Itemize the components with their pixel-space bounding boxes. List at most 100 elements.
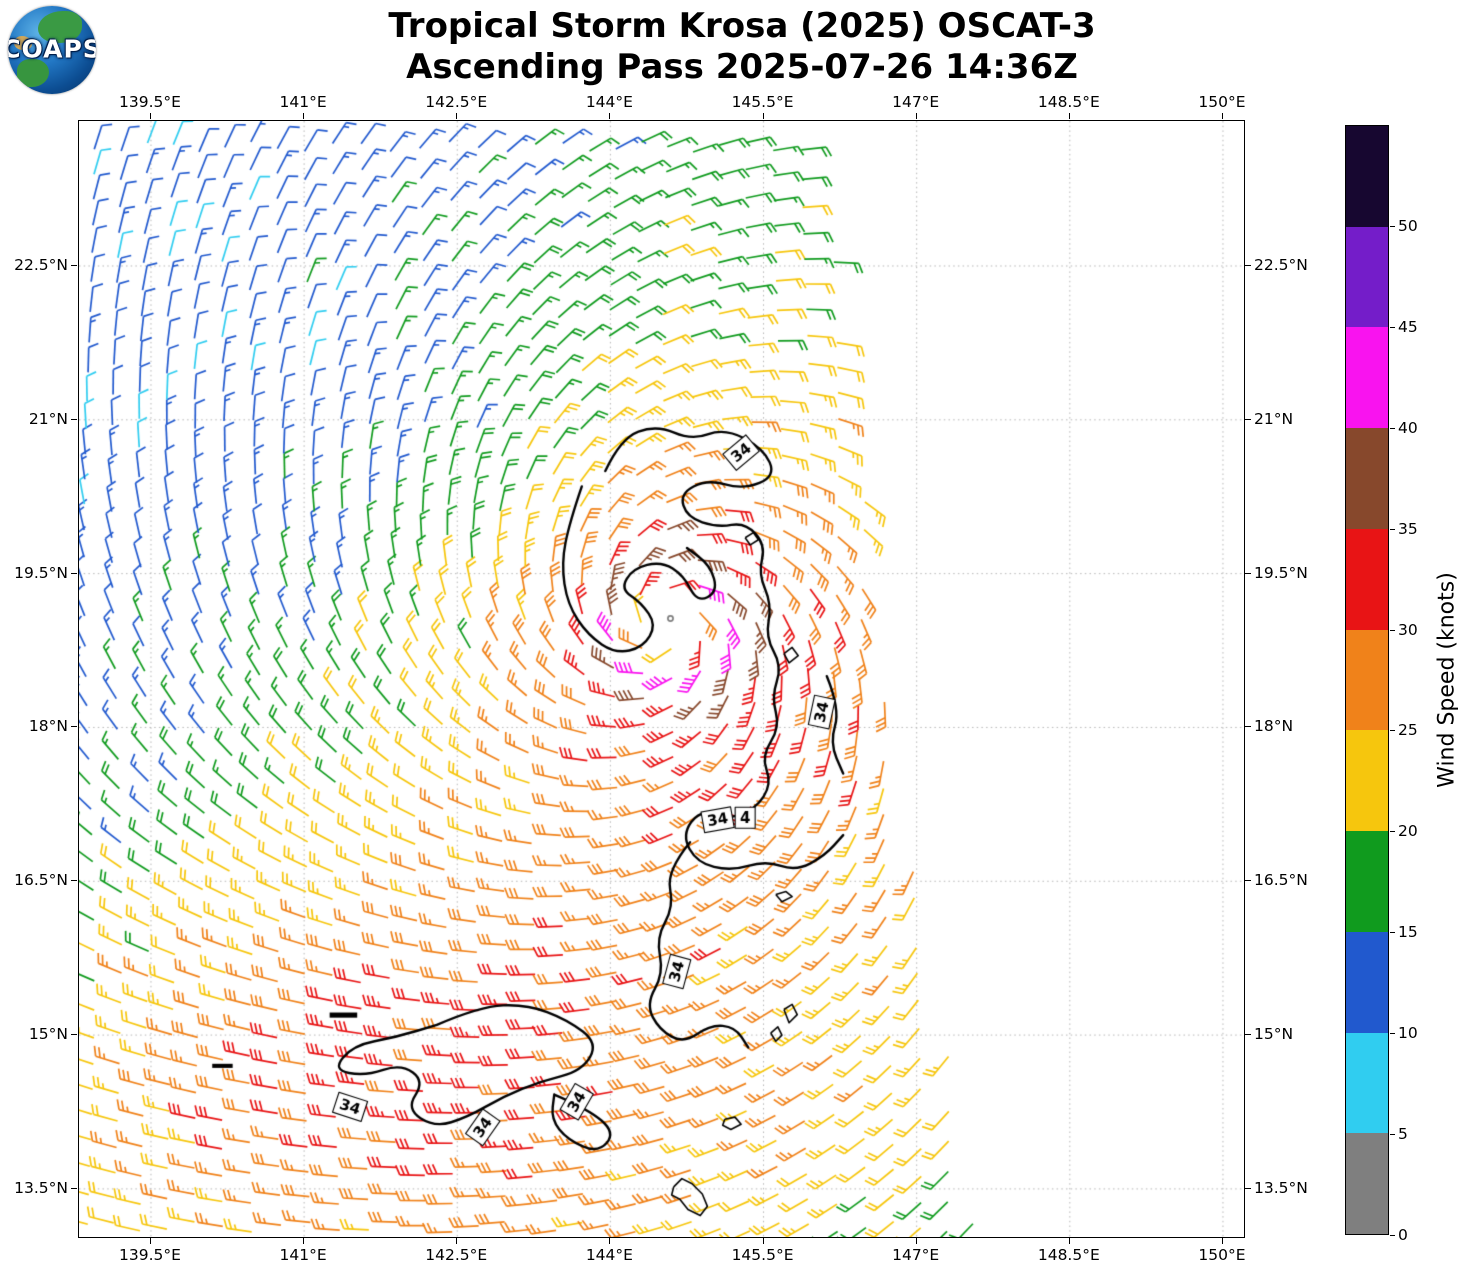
colorbar-segment-15-20 — [1346, 831, 1388, 932]
colorbar-tick-label: 10 — [1398, 1024, 1418, 1043]
globe-land-shape — [14, 36, 32, 50]
colorbar-tick-mark — [1390, 427, 1395, 429]
x-axis-tick-label-top: 144°E — [585, 93, 633, 111]
colorbar-tick-mark — [1390, 528, 1395, 530]
y-axis-tick-mark-right — [1245, 880, 1251, 882]
colorbar-segment-50-55 — [1346, 126, 1388, 227]
x-axis-tick-mark-bottom — [762, 1238, 764, 1244]
colorbar-tick-label: 40 — [1398, 418, 1418, 437]
x-axis-tick-label-bottom: 148.5°E — [1037, 1246, 1100, 1264]
x-axis-tick-label-top: 148.5°E — [1037, 93, 1100, 111]
colorbar-tick-mark — [1390, 629, 1395, 631]
x-axis-tick-mark-bottom — [609, 1238, 611, 1244]
x-axis-tick-mark-top — [609, 113, 611, 119]
x-axis-tick-label-bottom: 144°E — [585, 1246, 633, 1264]
y-axis-tick-label-left: 15°N — [28, 1025, 68, 1044]
globe-land-shape — [38, 11, 82, 43]
y-axis-tick-mark-left — [71, 1187, 77, 1189]
colorbar-segment-0-5 — [1346, 1133, 1388, 1234]
colorbar-tick-mark — [1390, 730, 1395, 732]
y-axis-tick-label-right: 13.5°N — [1254, 1178, 1308, 1197]
x-axis-tick-mark-bottom — [303, 1238, 305, 1244]
x-axis-tick-label-bottom: 147°E — [892, 1246, 940, 1264]
y-axis-tick-mark-right — [1245, 1187, 1251, 1189]
chart-title-line1: Tropical Storm Krosa (2025) OSCAT-3 — [388, 6, 1096, 46]
coaps-globe-icon: COAPS — [8, 6, 96, 94]
x-axis-tick-mark-bottom — [1221, 1238, 1223, 1244]
x-axis-tick-label-top: 145.5°E — [731, 93, 794, 111]
y-axis-tick-mark-left — [71, 572, 77, 574]
x-axis-tick-mark-bottom — [915, 1238, 917, 1244]
colorbar-segment-35-40 — [1346, 428, 1388, 529]
colorbar-tick-label: 15 — [1398, 923, 1418, 942]
chart-title: Tropical Storm Krosa (2025) OSCAT-3 Asce… — [0, 6, 1484, 89]
y-axis-tick-label-right: 22.5°N — [1254, 255, 1308, 274]
y-axis-tick-mark-right — [1245, 1034, 1251, 1036]
x-axis-tick-mark-top — [1068, 113, 1070, 119]
x-axis-tick-label-bottom: 139.5°E — [119, 1246, 181, 1264]
colorbar-tick-mark — [1390, 225, 1395, 227]
y-axis-tick-label-right: 16.5°N — [1254, 871, 1308, 890]
coaps-logo-text: COAPS — [8, 34, 96, 64]
x-axis-tick-label-bottom: 150°E — [1198, 1246, 1246, 1264]
y-axis-tick-mark-left — [71, 264, 77, 266]
colorbar-tick-mark — [1390, 1235, 1395, 1236]
y-axis-tick-label-right: 18°N — [1254, 717, 1294, 736]
colorbar-segment-40-45 — [1346, 327, 1388, 429]
colorbar-tick-mark — [1390, 1134, 1395, 1136]
colorbar — [1345, 125, 1389, 1235]
colorbar-tick-mark — [1390, 831, 1395, 833]
x-axis-tick-label-bottom: 145.5°E — [731, 1246, 794, 1264]
y-axis-tick-mark-right — [1245, 264, 1251, 266]
colorbar-label: Wind Speed (knots) — [1434, 572, 1460, 788]
x-axis-tick-label-top: 141°E — [279, 93, 327, 111]
colorbar-segment-25-30 — [1346, 629, 1388, 731]
y-axis-tick-mark-left — [71, 880, 77, 882]
colorbar-segment-45-50 — [1346, 226, 1388, 328]
y-axis-tick-mark-left — [71, 726, 77, 728]
y-axis-tick-label-left: 18°N — [28, 717, 68, 736]
colorbar-tick-mark — [1390, 326, 1395, 328]
x-axis-tick-label-top: 150°E — [1198, 93, 1246, 111]
colorbar-segment-20-25 — [1346, 730, 1388, 832]
chart-title-line2: Ascending Pass 2025-07-26 14:36Z — [406, 47, 1078, 88]
y-axis-tick-mark-left — [71, 1034, 77, 1036]
colorbar-tick-label: 30 — [1398, 620, 1418, 639]
y-axis-tick-mark-right — [1245, 418, 1251, 420]
x-axis-tick-mark-top — [303, 113, 305, 119]
x-axis-tick-mark-bottom — [149, 1238, 151, 1244]
x-axis-tick-label-top: 147°E — [892, 93, 940, 111]
colorbar-tick-label: 25 — [1398, 721, 1418, 740]
colorbar-segment-5-10 — [1346, 1032, 1388, 1134]
coaps-logo: COAPS — [8, 6, 96, 94]
colorbar-tick-label: 0 — [1398, 1226, 1408, 1244]
y-axis-tick-label-right: 21°N — [1254, 409, 1294, 428]
y-axis-tick-label-right: 15°N — [1254, 1025, 1294, 1044]
y-axis-tick-label-left: 13.5°N — [14, 1178, 68, 1197]
globe-land-shape — [17, 59, 49, 87]
colorbar-tick-mark — [1390, 932, 1395, 934]
x-axis-tick-mark-top — [456, 113, 458, 119]
y-axis-tick-label-left: 16.5°N — [14, 871, 68, 890]
x-axis-tick-mark-top — [1221, 113, 1223, 119]
colorbar-tick-mark — [1390, 1033, 1395, 1035]
colorbar-segment-10-15 — [1346, 931, 1388, 1033]
y-axis-tick-label-right: 19.5°N — [1254, 563, 1308, 582]
colorbar-segment-30-35 — [1346, 528, 1388, 630]
x-axis-tick-mark-bottom — [1068, 1238, 1070, 1244]
x-axis-tick-mark-top — [762, 113, 764, 119]
y-axis-tick-label-left: 19.5°N — [14, 563, 68, 582]
y-axis-tick-mark-left — [71, 418, 77, 420]
y-axis-tick-mark-right — [1245, 726, 1251, 728]
colorbar-tick-label: 45 — [1398, 317, 1418, 336]
y-axis-tick-label-left: 21°N — [28, 409, 68, 428]
x-axis-tick-mark-bottom — [456, 1238, 458, 1244]
wind-barb-canvas — [78, 120, 1245, 1238]
y-axis-tick-mark-right — [1245, 572, 1251, 574]
x-axis-tick-label-top: 139.5°E — [119, 93, 181, 111]
y-axis-tick-label-left: 22.5°N — [14, 255, 68, 274]
x-axis-tick-mark-top — [149, 113, 151, 119]
colorbar-tick-label: 5 — [1398, 1125, 1408, 1144]
x-axis-tick-mark-top — [915, 113, 917, 119]
